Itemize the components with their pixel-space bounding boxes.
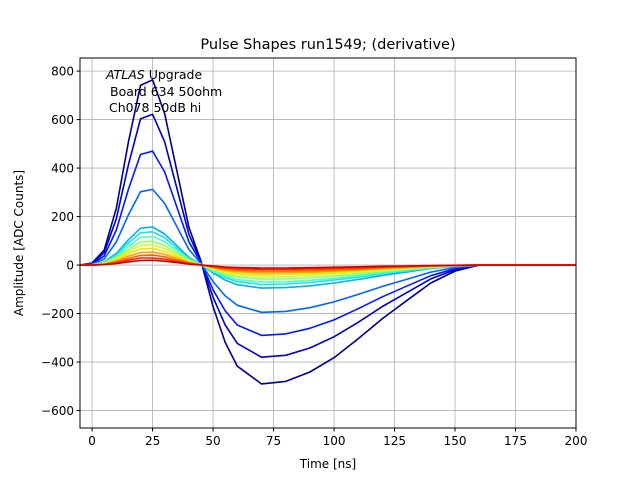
series-line-14 — [80, 259, 576, 269]
ticks: 0 25 50 75 100 125 150 175 200 −600 −400 −200 0 200 40… — [41, 65, 587, 448]
x-tick-label: 150 — [444, 434, 467, 448]
x-tick-label: 50 — [205, 434, 220, 448]
x-tick-label: 175 — [504, 434, 527, 448]
y-tick-label: 200 — [51, 210, 74, 224]
x-tick-label: 0 — [88, 434, 96, 448]
y-tick-label: 600 — [51, 113, 74, 127]
series-line-3 — [80, 150, 576, 337]
annotation-line-1: ATLAS Upgrade — [105, 67, 202, 82]
x-tick-label: 25 — [145, 434, 160, 448]
x-tick-label: 125 — [383, 434, 406, 448]
series-lines — [80, 79, 576, 385]
series-line-2 — [80, 113, 576, 358]
series-line-7 — [80, 235, 576, 283]
chart-title: Pulse Shapes run1549; (derivative) — [200, 37, 455, 53]
series-line-4 — [80, 188, 576, 314]
y-tick-label: 400 — [51, 162, 74, 176]
x-tick-label: 100 — [323, 434, 346, 448]
y-tick-label: 800 — [51, 65, 74, 79]
annotation-line-3: Ch078 50dB hi — [109, 100, 201, 115]
x-axis-label: Time [ns] — [299, 457, 356, 471]
x-tick-label: 75 — [266, 434, 281, 448]
y-tick-label: −600 — [41, 404, 74, 418]
y-axis-label: Amplitude [ADC Counts] — [12, 170, 26, 316]
y-tick-label: −200 — [41, 307, 74, 321]
y-tick-label: 0 — [66, 259, 74, 273]
y-tick-label: −400 — [41, 356, 74, 370]
x-tick-label: 200 — [565, 434, 588, 448]
plot-frame — [79, 57, 577, 429]
series-line-1 — [80, 79, 576, 385]
annotation-line-2: Board 634 50ohm — [110, 84, 222, 99]
